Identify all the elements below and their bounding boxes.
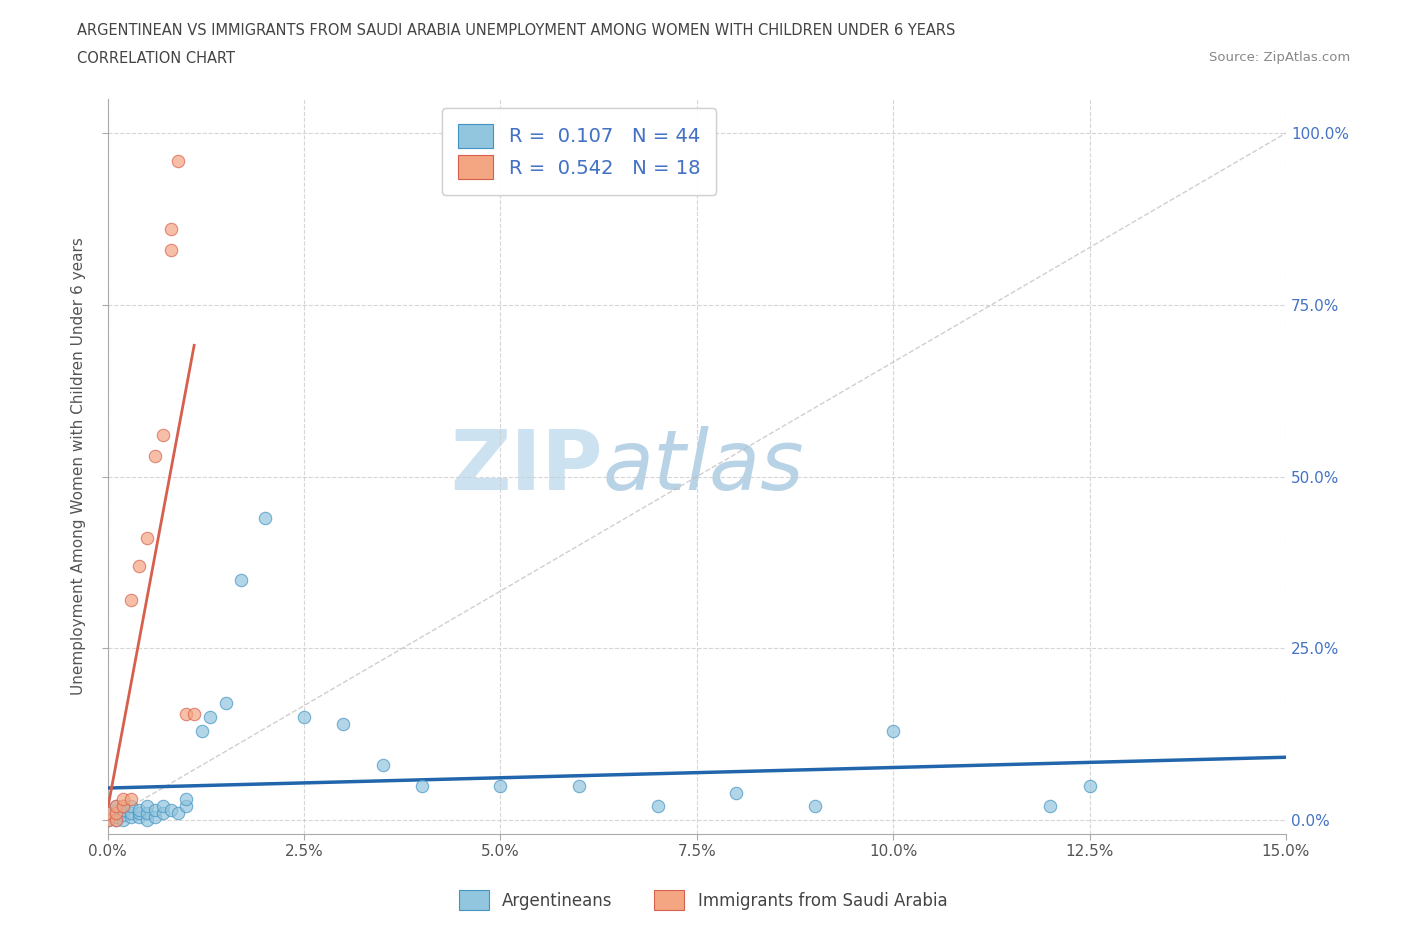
Point — [120, 805, 142, 820]
Point — [176, 792, 198, 807]
Point — [104, 803, 127, 817]
Point — [167, 153, 190, 168]
Point — [120, 799, 142, 814]
Point — [152, 799, 174, 814]
Point — [176, 799, 198, 814]
Point — [176, 706, 198, 721]
Point — [120, 792, 142, 807]
Point — [292, 710, 315, 724]
Point — [136, 531, 159, 546]
Point — [1039, 799, 1062, 814]
Point — [231, 572, 253, 587]
Y-axis label: Unemployment Among Women with Children Under 6 years: Unemployment Among Women with Children U… — [72, 237, 86, 696]
Point — [104, 809, 127, 824]
Point — [97, 813, 120, 828]
Point — [143, 809, 166, 824]
Point — [803, 799, 825, 814]
Point — [332, 716, 354, 731]
Point — [112, 803, 135, 817]
Point — [136, 813, 159, 828]
Legend: R =  0.107   N = 44, R =  0.542   N = 18: R = 0.107 N = 44, R = 0.542 N = 18 — [443, 109, 716, 194]
Point — [120, 592, 142, 607]
Point — [143, 803, 166, 817]
Point — [152, 805, 174, 820]
Point — [159, 243, 181, 258]
Point — [120, 809, 142, 824]
Point — [112, 799, 135, 814]
Legend: Argentineans, Immigrants from Saudi Arabia: Argentineans, Immigrants from Saudi Arab… — [453, 884, 953, 917]
Point — [159, 221, 181, 236]
Point — [136, 799, 159, 814]
Point — [128, 803, 150, 817]
Point — [128, 805, 150, 820]
Point — [112, 792, 135, 807]
Text: CORRELATION CHART: CORRELATION CHART — [77, 51, 235, 66]
Text: atlas: atlas — [603, 426, 804, 507]
Point — [253, 511, 276, 525]
Point — [104, 799, 127, 814]
Point — [112, 799, 135, 814]
Point — [128, 558, 150, 573]
Text: Source: ZipAtlas.com: Source: ZipAtlas.com — [1209, 51, 1350, 64]
Point — [97, 805, 120, 820]
Point — [143, 448, 166, 463]
Point — [214, 696, 236, 711]
Point — [198, 710, 221, 724]
Point — [725, 785, 748, 800]
Point — [489, 778, 512, 793]
Point — [568, 778, 591, 793]
Point — [128, 809, 150, 824]
Point — [104, 805, 127, 820]
Point — [1078, 778, 1101, 793]
Point — [104, 813, 127, 828]
Point — [159, 803, 181, 817]
Point — [152, 428, 174, 443]
Point — [112, 807, 135, 822]
Point — [647, 799, 669, 814]
Point — [411, 778, 433, 793]
Point — [97, 813, 120, 828]
Point — [136, 805, 159, 820]
Point — [112, 813, 135, 828]
Point — [882, 724, 904, 738]
Point — [104, 799, 127, 814]
Point — [371, 758, 394, 773]
Point — [167, 805, 190, 820]
Point — [104, 813, 127, 828]
Text: ZIP: ZIP — [450, 426, 603, 507]
Point — [183, 706, 205, 721]
Point — [97, 805, 120, 820]
Text: ARGENTINEAN VS IMMIGRANTS FROM SAUDI ARABIA UNEMPLOYMENT AMONG WOMEN WITH CHILDR: ARGENTINEAN VS IMMIGRANTS FROM SAUDI ARA… — [77, 23, 956, 38]
Point — [191, 724, 214, 738]
